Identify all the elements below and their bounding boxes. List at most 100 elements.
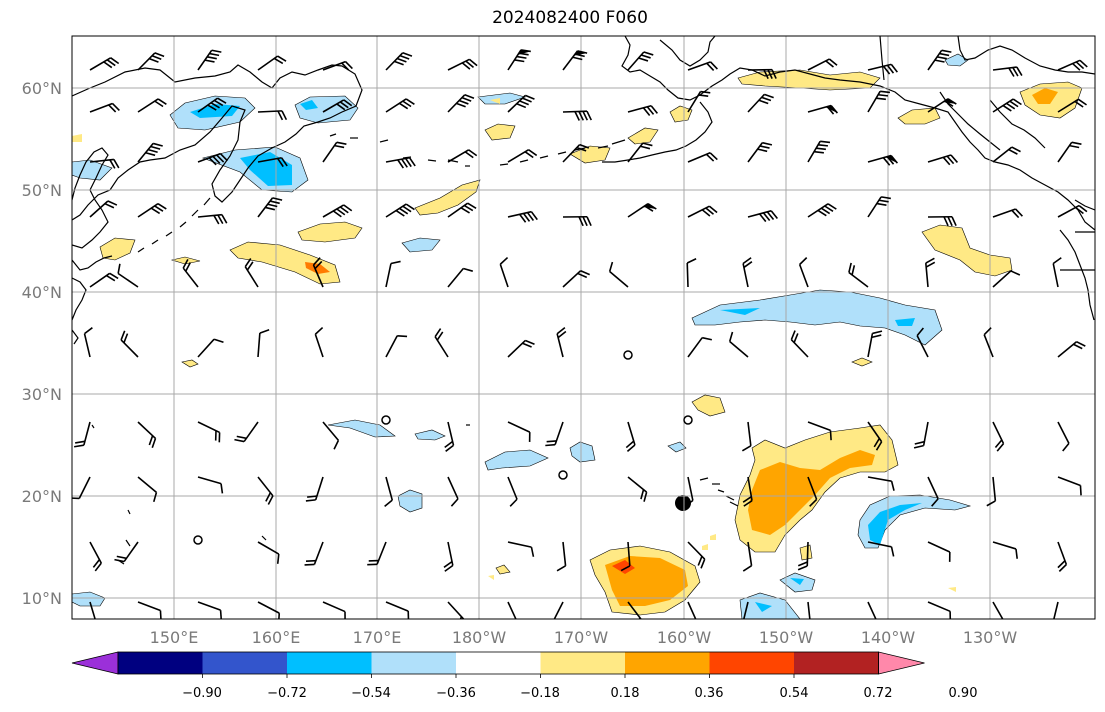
wind-barb: [742, 257, 753, 288]
wind-barb: [444, 421, 455, 452]
wind-barb: [867, 421, 883, 451]
wind-barb: [927, 98, 957, 113]
wind-barb: [312, 257, 324, 288]
wind-barb: [385, 203, 415, 218]
wind-barb: [992, 208, 1023, 219]
wind-barb: [322, 60, 353, 71]
wind-barb: [747, 210, 778, 223]
anomaly-shading: [72, 53, 1083, 619]
wind-barb: [927, 476, 939, 507]
wind-barb: [507, 541, 535, 557]
wind-barb: [443, 541, 454, 572]
shade-region: [944, 53, 969, 67]
shade-region: [484, 123, 516, 141]
wind-barb: [447, 58, 478, 71]
wind-barb: [620, 541, 631, 572]
wind-barb: [234, 421, 259, 443]
wind-barb: [687, 90, 711, 113]
lat-labels: 60°N 50°N 40°N 30°N 20°N 10°N: [22, 79, 62, 608]
colorbar-extend-high: [878, 651, 925, 675]
colorbar-label: −0.90: [182, 686, 222, 701]
colorbar-label: 0.90: [949, 686, 978, 701]
shade-region: [414, 179, 481, 216]
wind-barb: [447, 202, 477, 218]
colorbar-labels: −0.90 −0.72 −0.54 −0.36 −0.18 0.18 0.36 …: [182, 686, 977, 701]
shade-region: [790, 578, 804, 585]
calm-circle: [683, 415, 693, 425]
shade-region: [691, 394, 726, 417]
wind-barb: [742, 541, 753, 572]
wind-barb: [305, 476, 324, 502]
shade-region: [414, 429, 446, 441]
wind-barb: [257, 541, 280, 564]
wind-barb: [507, 476, 518, 507]
wind-barb: [257, 197, 283, 218]
wind-barb: [447, 149, 478, 163]
shade-region: [868, 503, 922, 545]
colorbar-segment: [625, 652, 710, 674]
wind-barb: [797, 541, 809, 571]
shade-region: [948, 587, 956, 592]
shade-region: [297, 221, 363, 243]
wind-barb: [798, 257, 809, 288]
map-frame: [71, 35, 1096, 620]
wind-barb: [742, 476, 753, 507]
colorbar-segment: [540, 652, 625, 674]
wind-barb: [89, 57, 120, 71]
wind-barb: [257, 55, 287, 71]
lon-label: 160°W: [657, 628, 712, 647]
wind-barb: [385, 156, 416, 169]
wind-barb: [867, 476, 895, 491]
wind-barb: [927, 541, 951, 562]
wind-barb: [992, 541, 1018, 559]
wind-barb: [367, 541, 387, 566]
wind-barb: [1057, 340, 1086, 358]
wind-barb: [747, 141, 773, 163]
wind-barb: [927, 215, 957, 227]
wind-barb: [867, 154, 899, 166]
colorbar-label: 0.18: [611, 686, 640, 701]
calm-circle: [558, 470, 568, 480]
wind-barb: [687, 541, 706, 569]
wind-barb: [499, 257, 509, 288]
wind-barb: [257, 601, 281, 619]
colorbar-label: −0.18: [520, 686, 560, 701]
wind-barb: [627, 142, 653, 163]
wind-barb: [747, 93, 774, 113]
shade-region: [72, 591, 106, 607]
shade-region: [397, 489, 423, 513]
wind-barb: [1057, 541, 1068, 572]
lon-label: 170°W: [554, 628, 609, 647]
wind-barb: [83, 327, 93, 358]
colorbar-label: 0.72: [864, 686, 893, 701]
shade-region: [710, 534, 716, 540]
wind-barb: [197, 421, 221, 443]
wind-barb: [807, 58, 838, 71]
wind-barb: [137, 421, 157, 448]
wind-barb: [684, 476, 694, 507]
colorbar-extend-low: [71, 651, 119, 675]
wind-barb: [867, 330, 883, 358]
shade-region: [627, 127, 659, 145]
wind-barb: [89, 601, 98, 619]
map-grid: [72, 36, 1095, 619]
wind-barb: [807, 421, 832, 441]
wind-barb: [927, 49, 952, 71]
shade-region: [897, 107, 941, 125]
wind-barb: [385, 601, 410, 619]
shade-region: [477, 92, 527, 105]
wind-barb: [137, 142, 163, 163]
shade-region: [490, 98, 500, 104]
wind-barb: [992, 66, 1023, 77]
wind-barb: [562, 50, 588, 71]
calm-circle: [623, 350, 633, 360]
coastlines: [72, 36, 1095, 565]
wind-barb: [992, 146, 1021, 163]
wind-barb: [257, 110, 288, 121]
wind-barb: [927, 601, 952, 619]
wind-barb: [848, 262, 869, 288]
wind-barb: [627, 51, 654, 71]
wind-barb: [89, 272, 119, 288]
shade-region: [327, 419, 396, 438]
